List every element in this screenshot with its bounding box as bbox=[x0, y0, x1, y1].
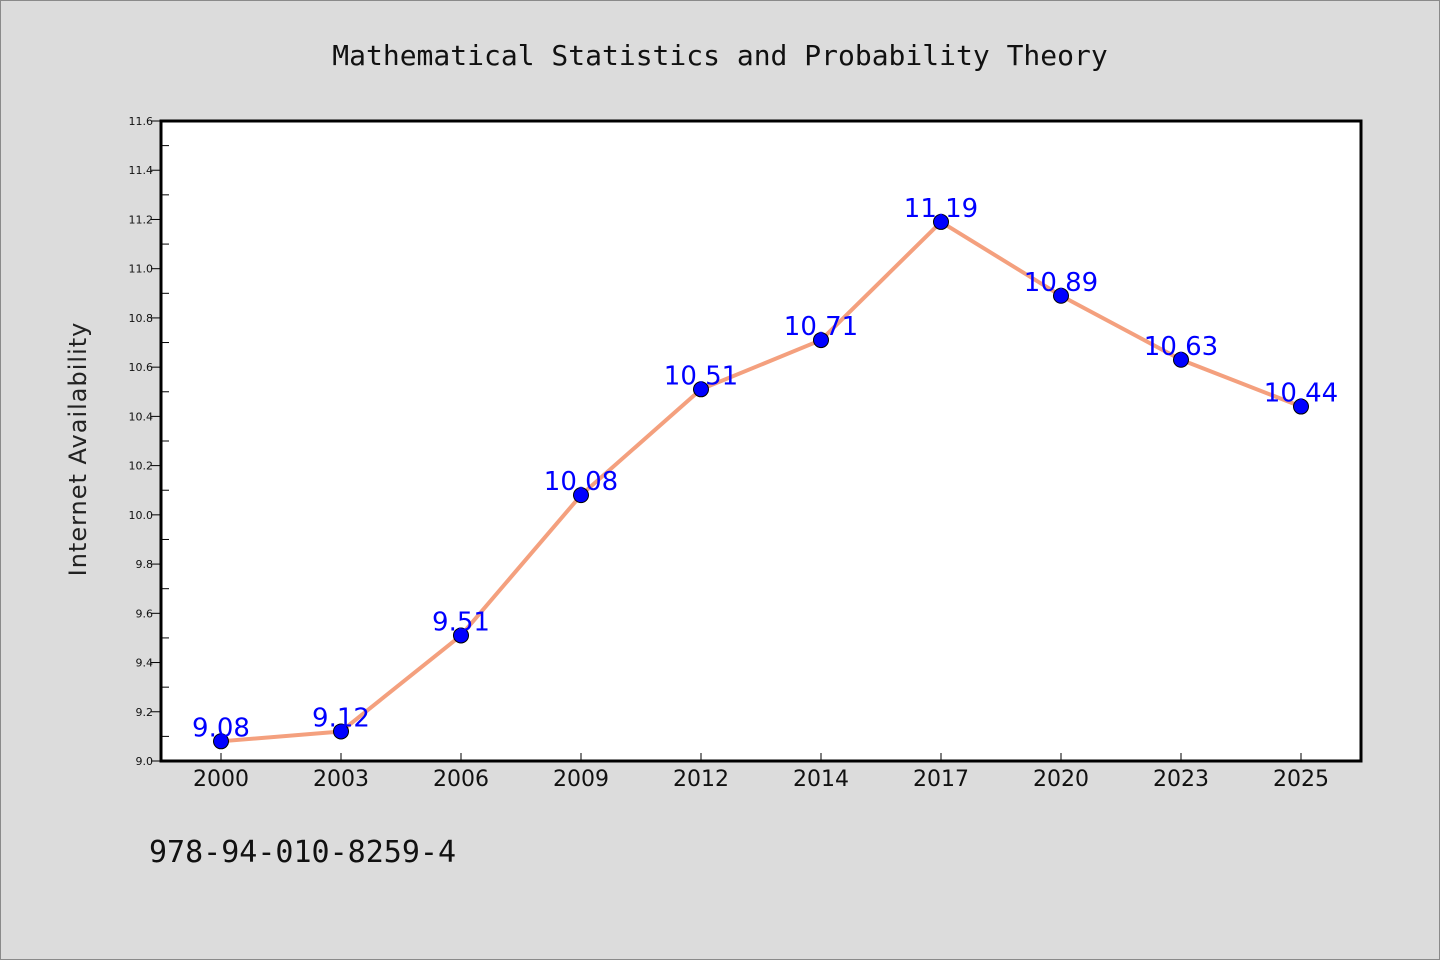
x-tick-label: 2017 bbox=[913, 767, 969, 792]
data-label: 9.08 bbox=[192, 713, 250, 743]
data-point bbox=[1053, 287, 1069, 304]
y-tick-label: 11.6 bbox=[129, 115, 154, 128]
y-tick-label: 9.2 bbox=[136, 706, 154, 719]
x-tick-label: 2014 bbox=[793, 767, 849, 792]
data-label: 10.44 bbox=[1264, 379, 1338, 409]
isbn-text: 978-94-010-8259-4 bbox=[149, 835, 457, 870]
series-line bbox=[220, 219, 1302, 744]
data-label: 9.51 bbox=[432, 607, 490, 637]
data-point bbox=[813, 332, 829, 349]
data-label: 10.71 bbox=[784, 312, 858, 342]
data-point bbox=[213, 733, 229, 750]
x-tick-label: 2006 bbox=[433, 767, 489, 792]
series-group: 9.08 9.12 9.51 10.08 10.51 10.71 11.19 10.89 10.… bbox=[192, 194, 1338, 750]
x-tick-label: 2000 bbox=[193, 767, 249, 792]
data-label: 11.19 bbox=[904, 194, 978, 224]
data-label: 10.08 bbox=[544, 467, 618, 497]
x-tick-label: 2012 bbox=[673, 767, 729, 792]
data-point bbox=[573, 487, 589, 504]
data-label: 10.63 bbox=[1144, 332, 1218, 362]
x-tick-label: 2020 bbox=[1033, 767, 1089, 792]
data-point bbox=[933, 213, 949, 230]
data-point bbox=[1173, 351, 1189, 368]
y-tick-label: 10.2 bbox=[129, 460, 154, 473]
data-point bbox=[1293, 398, 1309, 415]
y-tick-label: 10.4 bbox=[129, 410, 154, 423]
data-point bbox=[453, 627, 469, 644]
y-axis-label: Internet Availability bbox=[64, 322, 92, 577]
y-tick-label: 9.0 bbox=[136, 755, 154, 768]
data-point bbox=[333, 723, 349, 740]
y-tick-label: 11.2 bbox=[129, 213, 154, 226]
x-tick-label: 2023 bbox=[1153, 767, 1209, 792]
x-axis: 2000 2003 2006 2009 2012 2014 2017 2020 2023 2025 bbox=[193, 753, 1329, 792]
data-label: 10.89 bbox=[1024, 268, 1098, 298]
x-tick-label: 2025 bbox=[1273, 767, 1329, 792]
data-label: 10.51 bbox=[664, 361, 738, 391]
y-tick-label: 11.4 bbox=[129, 164, 154, 177]
data-point bbox=[693, 381, 709, 398]
y-tick-label: 9.6 bbox=[136, 607, 154, 620]
data-label: 9.12 bbox=[312, 703, 370, 733]
y-tick-label: 10.8 bbox=[129, 312, 154, 325]
x-tick-label: 2003 bbox=[313, 767, 369, 792]
x-tick-label: 2009 bbox=[553, 767, 609, 792]
y-tick-label: 9.4 bbox=[136, 657, 154, 670]
y-tick-label: 10.0 bbox=[129, 509, 154, 522]
y-axis: 9.0 9.2 9.4 9.6 9.8 10.0 10.2 10.4 10.6 10.8 11.0 1… bbox=[129, 115, 169, 768]
y-tick-label: 9.8 bbox=[136, 558, 154, 571]
y-tick-label: 10.6 bbox=[129, 361, 154, 374]
plot-area bbox=[159, 119, 1363, 763]
chart-title: Mathematical Statistics and Probability … bbox=[332, 39, 1107, 72]
y-tick-label: 11.0 bbox=[129, 263, 154, 276]
